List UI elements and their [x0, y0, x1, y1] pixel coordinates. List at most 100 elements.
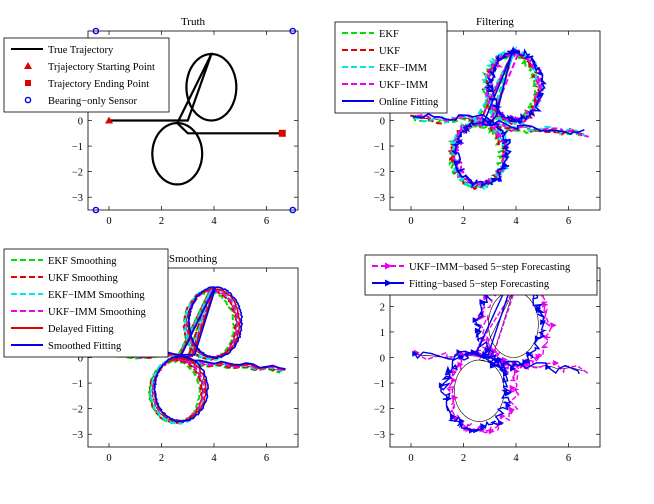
legend-label: UKF	[379, 46, 400, 57]
x-tick-label: 0	[408, 453, 413, 464]
legend-item: EKF−IMM Smoothing	[11, 290, 145, 301]
legend-label: EKF	[379, 29, 399, 40]
forecast-marker	[498, 420, 505, 427]
legend-label: Trajectory Ending Point	[48, 79, 149, 90]
legend-label: EKF−IMM	[379, 63, 428, 74]
legend: True Trajectory Trjajectory Starting Poin…	[3, 37, 170, 113]
x-tick-label: 4	[211, 453, 217, 464]
chart-title: Truth	[181, 16, 206, 28]
chart-panel-1: Truth 0 2 4 6 −3 −2 −1 0 True Trajectory Trjajecto…	[3, 16, 299, 227]
forecast-marker	[505, 390, 512, 397]
legend-item: UKF	[342, 46, 400, 57]
forecast-marker	[452, 394, 459, 401]
legend-item: EKF−IMM	[342, 63, 428, 74]
forecast-marker	[540, 319, 547, 326]
legend-label: Trjajectory Starting Point	[48, 62, 155, 73]
forecast-marker	[480, 422, 487, 429]
legend-label: Delayed Fitting	[48, 324, 114, 335]
series-4	[416, 49, 590, 188]
legend-item: Bearing−only Sensor	[24, 96, 138, 107]
legend-marker	[25, 80, 31, 86]
legend-item: Smoothed Fitting	[11, 341, 122, 352]
forecast-marker	[492, 362, 499, 369]
legend-item: UKF Smoothing	[11, 273, 118, 284]
x-tick-label: 0	[408, 216, 413, 227]
y-tick-label: −2	[374, 405, 385, 416]
y-tick-label: −3	[72, 193, 83, 204]
forecast-marker	[450, 413, 457, 420]
forecast-marker	[526, 350, 533, 357]
x-tick-label: 4	[211, 216, 217, 227]
legend-label: True Trajectory	[48, 45, 114, 56]
legend-item: Online Fitting	[342, 97, 439, 108]
x-tick-label: 6	[264, 453, 269, 464]
forecast-marker	[505, 402, 512, 409]
forecast-marker	[535, 305, 542, 312]
series-4	[112, 287, 284, 423]
forecast-marker	[482, 351, 489, 358]
x-tick-label: 4	[513, 216, 519, 227]
forecast-marker	[472, 317, 479, 324]
chart-title: Filtering	[476, 16, 514, 28]
sensor-marker	[92, 27, 100, 35]
forecast-marker	[545, 364, 552, 371]
y-tick-label: −2	[374, 168, 385, 179]
y-tick-label: 0	[380, 117, 385, 128]
y-tick-label: −1	[72, 379, 83, 390]
forecast-marker	[456, 349, 463, 356]
forecast-marker	[484, 347, 491, 354]
sensor-marker	[92, 206, 100, 214]
series-2	[110, 288, 281, 425]
forecast-marker	[535, 353, 542, 360]
x-tick-label: 2	[461, 453, 466, 464]
x-tick-label: 6	[264, 216, 269, 227]
legend-item: EKF	[342, 29, 399, 40]
series-group	[107, 286, 286, 425]
series-group	[410, 45, 590, 191]
y-tick-label: 1	[380, 328, 385, 339]
legend-label: UKF−IMM	[379, 80, 429, 91]
forecast-marker	[513, 368, 520, 375]
legend-label: EKF−IMM Smoothing	[48, 290, 145, 301]
series-3	[412, 46, 587, 190]
x-tick-label: 0	[106, 453, 111, 464]
y-tick-label: −1	[374, 379, 385, 390]
forecast-marker	[534, 335, 541, 342]
forecast-marker	[510, 365, 517, 372]
y-tick-label: −3	[72, 430, 83, 441]
forecast-marker	[553, 360, 560, 367]
x-tick-label: 2	[159, 453, 164, 464]
forecast-marker	[451, 377, 458, 384]
legend-item: UKF−IMM Smoothing	[11, 307, 147, 318]
legend-label: Smoothed Fitting	[48, 341, 122, 352]
y-tick-label: 0	[78, 354, 83, 365]
forecast-marker	[458, 418, 465, 425]
series-group	[105, 52, 286, 186]
series-true-trajectory	[109, 52, 283, 186]
y-tick-label: −3	[374, 430, 385, 441]
forecast-marker	[477, 314, 484, 321]
chart-panel-3: Smoothing 0 2 4 6 −3 −2 −1 0 EKF Smoothing UKF Smo…	[3, 248, 299, 464]
y-tick-label: −1	[72, 142, 83, 153]
forecast-marker	[470, 349, 477, 356]
forecast-marker	[446, 395, 453, 402]
legend-item: True Trajectory	[11, 45, 114, 56]
x-tick-label: 2	[461, 216, 466, 227]
forecast-marker	[522, 358, 529, 365]
x-tick-label: 6	[566, 216, 571, 227]
legend-box	[3, 248, 169, 358]
legend-item: Trjajectory Starting Point	[24, 62, 155, 73]
legend-label: UKF Smoothing	[48, 273, 118, 284]
legend-marker	[24, 96, 32, 104]
forecast-marker	[542, 301, 549, 308]
forecast-marker	[447, 368, 454, 375]
legend: UKF−IMM−based 5−step Forecasting Fitting−…	[364, 254, 598, 296]
legend-item: UKF−IMM	[342, 80, 429, 91]
sensor-marker	[289, 206, 297, 214]
forecast-marker	[412, 350, 419, 357]
legend-label: UKF−IMM−based 5−step Forecasting	[409, 262, 571, 273]
y-tick-label: 2	[380, 302, 385, 313]
legend: EKF Smoothing UKF Smoothing EKF−IMM Smooth…	[3, 248, 169, 358]
series-1	[415, 274, 590, 435]
